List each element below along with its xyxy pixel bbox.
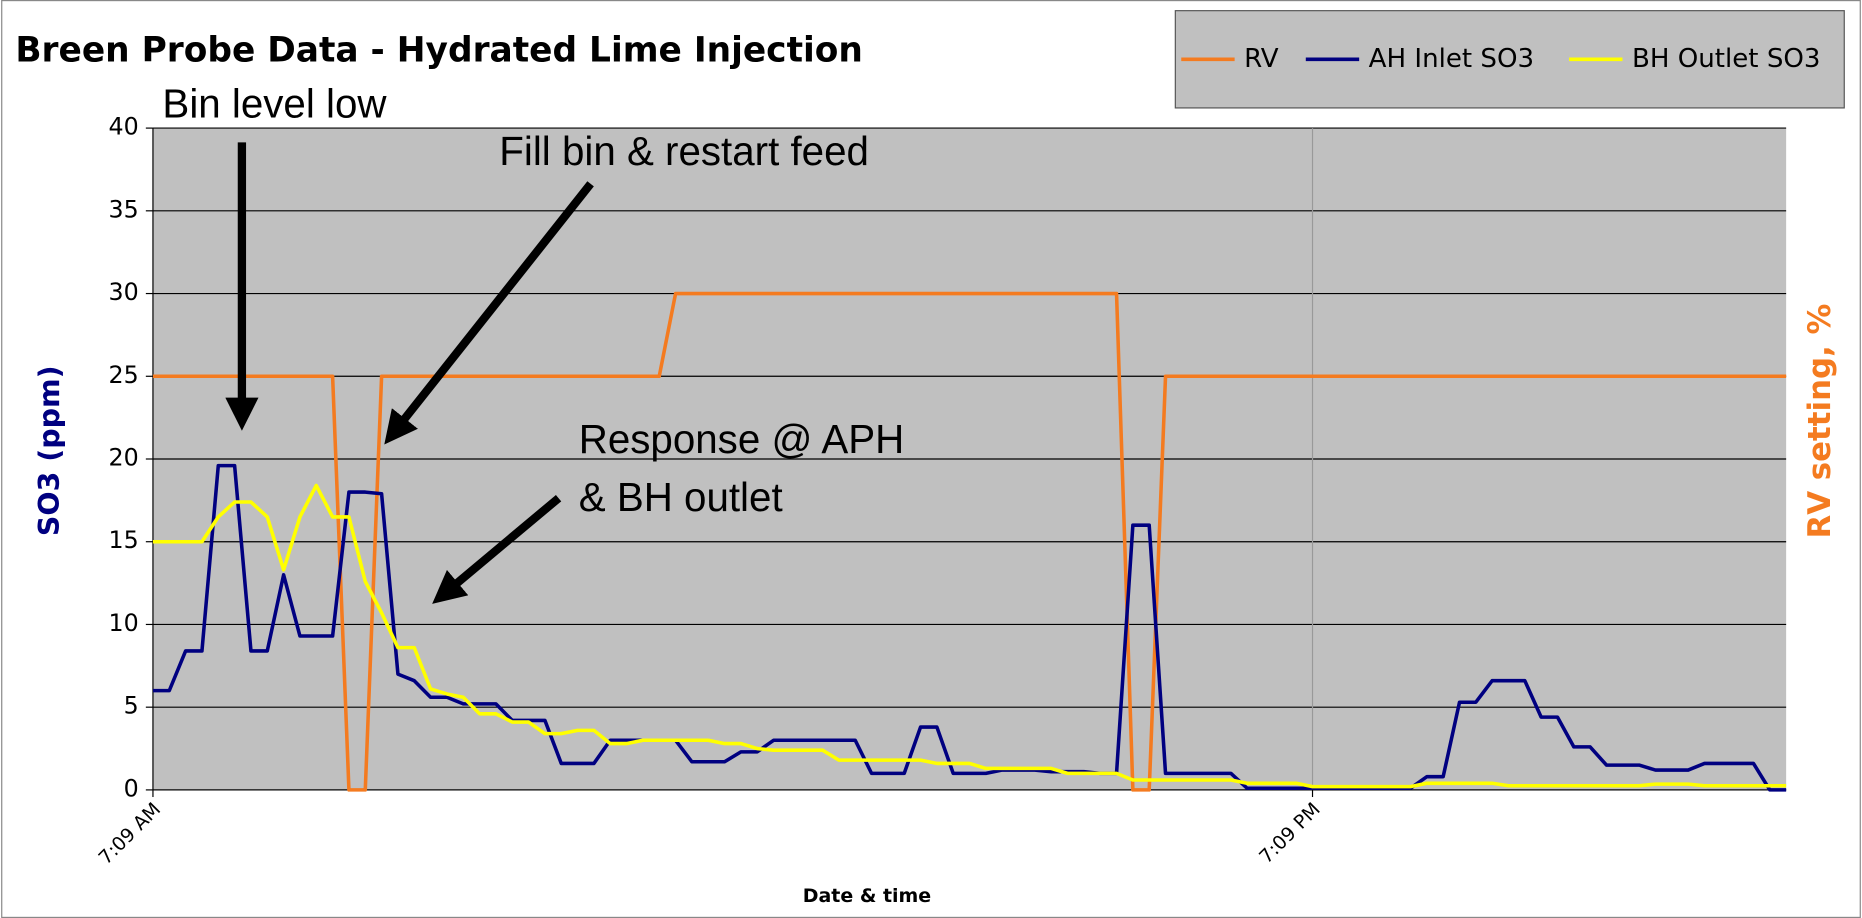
- series-lines: [152, 291, 1787, 792]
- y-tick-label: 10: [109, 609, 139, 637]
- y-tick-label: 25: [109, 361, 139, 389]
- y-tick-label: 20: [109, 444, 139, 472]
- y-tick-label: 5: [124, 692, 139, 720]
- annotation: Fill bin & restart feed: [499, 128, 869, 174]
- chart-title: Breen Probe Data - Hydrated Lime Injecti…: [15, 31, 863, 71]
- y2-axis-label: RV setting, %: [1802, 304, 1838, 539]
- series-line: [152, 483, 1787, 789]
- legend: [1174, 10, 1845, 109]
- annotation: & BH outlet: [579, 474, 783, 520]
- series-line: [152, 463, 1787, 792]
- series-line: [152, 291, 1787, 792]
- y-tick-label: 35: [109, 195, 139, 223]
- y-tick-label: 0: [124, 774, 139, 802]
- legend-label: RV: [1244, 44, 1279, 74]
- legend-label: BH Outlet SO3: [1632, 44, 1821, 74]
- y-tick-label: 40: [109, 113, 139, 141]
- x-axis-label: Date & time: [803, 885, 931, 907]
- y-tick-label: 15: [109, 526, 139, 554]
- legend-entries: RV AH Inlet SO3 BH Outlet SO3: [1181, 44, 1821, 74]
- y-tick-label: 30: [109, 278, 139, 306]
- annotation: Response @ APH: [579, 416, 905, 462]
- legend-label: AH Inlet SO3: [1369, 44, 1534, 74]
- arrow: [384, 181, 594, 445]
- y-axis-label: SO3 (ppm): [33, 365, 66, 536]
- annotation: Bin level low: [162, 80, 387, 126]
- arrow: [432, 494, 562, 604]
